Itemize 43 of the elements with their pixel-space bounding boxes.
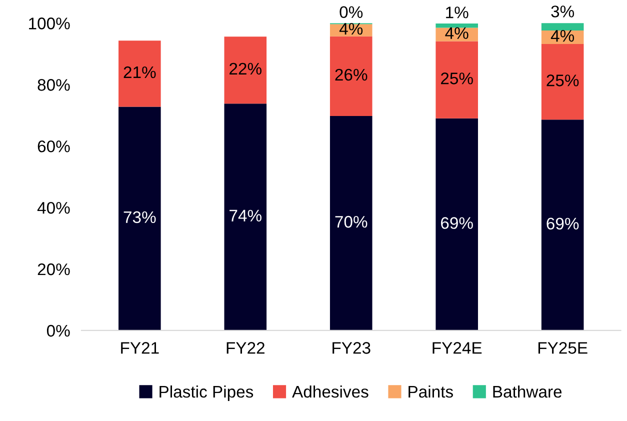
- legend-label: Adhesives: [292, 385, 368, 398]
- data-label: 0%: [340, 6, 363, 18]
- x-tick-label: FY24E: [432, 342, 482, 354]
- bar: [118, 40, 161, 107]
- y-tick-label: 80%: [38, 79, 70, 91]
- data-label: 4%: [550, 30, 574, 42]
- data-label: 25%: [441, 72, 473, 84]
- bar: [330, 36, 372, 116]
- data-label: 26%: [335, 68, 368, 81]
- data-label: 70%: [335, 216, 368, 228]
- bar: [436, 118, 478, 330]
- x-tick-label: FY22: [226, 342, 264, 354]
- bar: [436, 23, 478, 28]
- bar: [224, 104, 267, 330]
- data-label: 73%: [124, 211, 156, 224]
- y-tick-label: 40%: [37, 202, 70, 214]
- data-label: 4%: [339, 22, 363, 35]
- y-tick-label: 60%: [38, 140, 70, 152]
- bar: [541, 23, 584, 31]
- bar: [330, 116, 372, 330]
- legend-label: Bathware: [493, 385, 562, 398]
- bar: [436, 41, 478, 118]
- bar: [118, 106, 161, 330]
- data-label: 69%: [441, 217, 473, 229]
- x-tick-label: FY25E: [538, 342, 588, 354]
- data-label: 74%: [230, 210, 262, 222]
- data-label: 3%: [551, 6, 574, 18]
- x-tick-label: FY21: [121, 342, 159, 354]
- y-tick-label: 0%: [46, 324, 70, 337]
- bar: [541, 120, 584, 330]
- bar: [224, 36, 267, 104]
- data-label: 69%: [546, 218, 579, 230]
- data-label: 25%: [546, 74, 579, 86]
- data-label: 4%: [445, 27, 468, 39]
- data-label: 22%: [230, 62, 262, 75]
- legend-label: Paints: [408, 385, 453, 398]
- y-tick-label: 20%: [38, 263, 70, 276]
- data-label: 1%: [446, 6, 468, 18]
- y-tick-label: 100%: [29, 18, 70, 30]
- data-label: 21%: [124, 66, 156, 78]
- x-tick-label: FY23: [332, 342, 370, 354]
- legend-label: Plastic Pipes: [160, 385, 254, 401]
- bar: [541, 44, 584, 120]
